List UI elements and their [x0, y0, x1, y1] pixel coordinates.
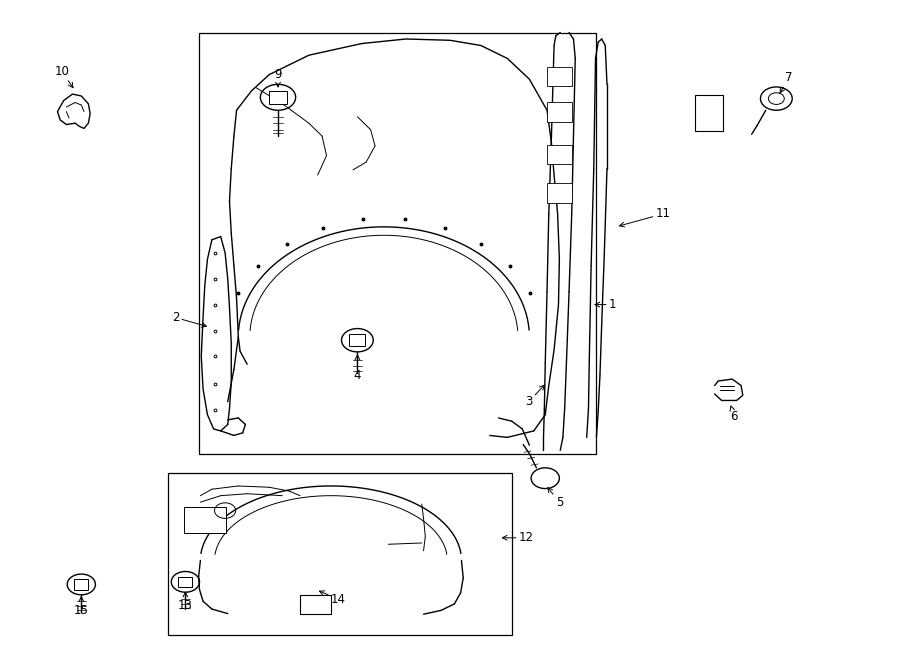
Bar	[349, 334, 365, 346]
Text: 13: 13	[178, 592, 193, 612]
Bar	[75, 579, 88, 590]
Text: 11: 11	[619, 208, 670, 227]
Text: 6: 6	[730, 406, 738, 422]
Text: 14: 14	[320, 591, 346, 606]
Bar	[695, 95, 724, 131]
Text: 1: 1	[595, 298, 616, 311]
Bar	[547, 184, 572, 203]
Text: 10: 10	[55, 65, 73, 88]
Text: 3: 3	[525, 385, 544, 408]
Bar	[199, 32, 596, 453]
Text: 4: 4	[354, 355, 361, 382]
Bar	[269, 91, 287, 104]
Bar	[184, 507, 226, 533]
Bar	[178, 576, 193, 587]
Text: 2: 2	[172, 311, 206, 327]
Bar	[300, 595, 331, 614]
Bar	[547, 67, 572, 87]
Text: 12: 12	[502, 531, 534, 544]
Text: 7: 7	[780, 71, 793, 93]
Bar	[167, 473, 512, 635]
Text: 8: 8	[713, 104, 720, 120]
Text: 15: 15	[74, 597, 89, 617]
Bar	[547, 102, 572, 122]
Text: 9: 9	[274, 68, 282, 87]
Bar	[547, 145, 572, 164]
Text: 5: 5	[548, 488, 563, 509]
